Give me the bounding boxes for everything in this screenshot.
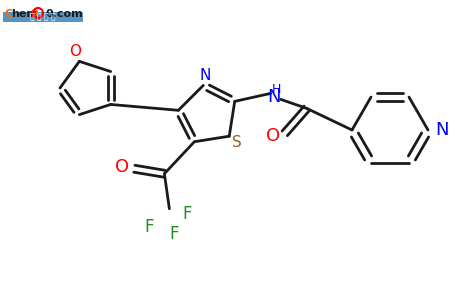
Text: C: C	[5, 9, 13, 19]
Text: N: N	[200, 68, 211, 83]
Text: F: F	[182, 205, 192, 223]
Text: 0.com: 0.com	[46, 9, 83, 19]
Text: N: N	[435, 121, 449, 139]
FancyBboxPatch shape	[3, 12, 83, 22]
Text: O: O	[69, 44, 82, 59]
Text: H: H	[272, 83, 282, 96]
Text: N: N	[267, 88, 281, 106]
Text: O: O	[115, 158, 129, 176]
Text: S: S	[232, 135, 242, 150]
Text: F: F	[170, 225, 179, 243]
Text: 化 工 百 科: 化 工 百 科	[30, 13, 56, 21]
Text: hem: hem	[11, 9, 38, 19]
Text: 9: 9	[30, 9, 38, 19]
Text: F: F	[145, 218, 154, 236]
Text: O: O	[265, 127, 280, 145]
